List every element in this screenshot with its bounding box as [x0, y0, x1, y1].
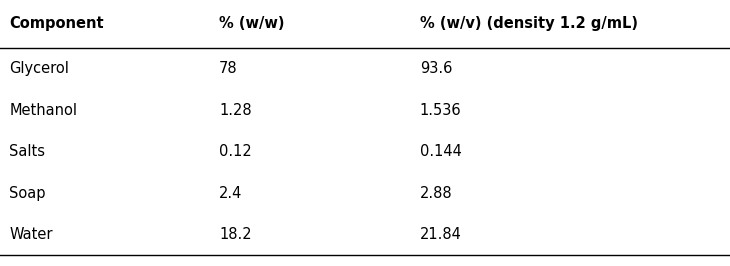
Text: Methanol: Methanol: [9, 103, 77, 118]
Text: 2.4: 2.4: [219, 186, 242, 201]
Text: 93.6: 93.6: [420, 61, 452, 76]
Text: 2.88: 2.88: [420, 186, 453, 201]
Text: % (w/w): % (w/w): [219, 16, 285, 31]
Text: 1.28: 1.28: [219, 103, 252, 118]
Text: Glycerol: Glycerol: [9, 61, 69, 76]
Text: Soap: Soap: [9, 186, 46, 201]
Text: 0.12: 0.12: [219, 144, 252, 159]
Text: Salts: Salts: [9, 144, 45, 159]
Text: Component: Component: [9, 16, 104, 31]
Text: 78: 78: [219, 61, 238, 76]
Text: % (w/v) (density 1.2 g/mL): % (w/v) (density 1.2 g/mL): [420, 16, 638, 31]
Text: 0.144: 0.144: [420, 144, 461, 159]
Text: 1.536: 1.536: [420, 103, 461, 118]
Text: Water: Water: [9, 227, 53, 242]
Text: 18.2: 18.2: [219, 227, 252, 242]
Text: 21.84: 21.84: [420, 227, 461, 242]
